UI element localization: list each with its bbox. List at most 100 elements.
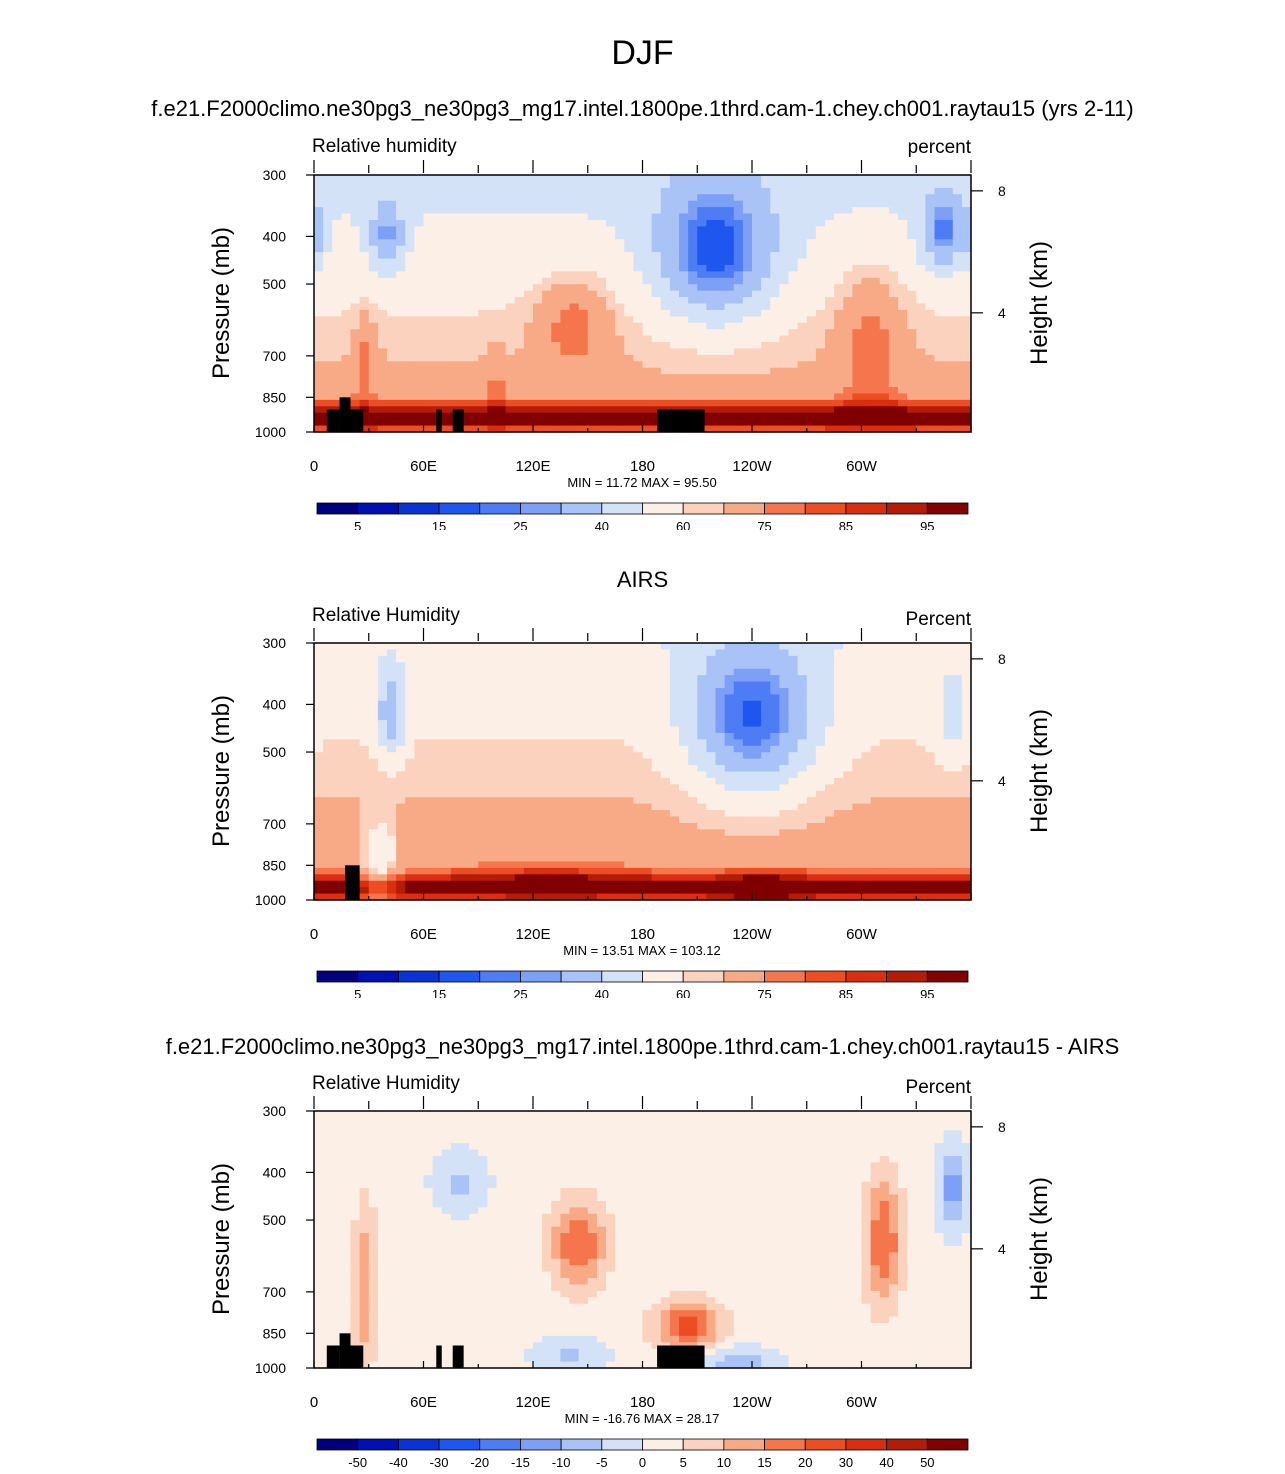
- colorbar-box: [926, 502, 969, 515]
- contour-cell: [797, 271, 808, 279]
- contour-cell: [542, 687, 552, 695]
- contour-cell: [478, 732, 488, 740]
- contour-cell: [952, 329, 963, 337]
- contour-cell: [934, 284, 945, 292]
- contour-cell: [478, 200, 488, 208]
- contour-cell: [724, 309, 735, 317]
- contour-cell: [615, 777, 625, 785]
- contour-cell: [596, 335, 607, 343]
- contour-cell: [314, 707, 324, 715]
- contour-cell: [533, 348, 543, 356]
- contour-cell: [943, 425, 954, 433]
- contour-cell: [606, 694, 616, 702]
- contour-cell: [660, 194, 671, 202]
- contour-cell: [460, 367, 470, 375]
- contour-cell: [697, 354, 707, 362]
- contour-cell: [916, 662, 926, 670]
- contour-cell: [770, 393, 780, 401]
- contour-cell: [496, 816, 507, 824]
- contour-cell: [788, 726, 799, 734]
- contour-cell: [560, 687, 571, 695]
- contour-cell: [797, 771, 808, 779]
- contour-cell: [460, 342, 470, 350]
- contour-cell: [578, 316, 589, 324]
- contour-cell: [916, 380, 926, 388]
- contour-cell: [797, 393, 808, 401]
- contour-cell: [879, 752, 890, 760]
- contour-cell: [770, 419, 780, 427]
- contour-cell: [478, 745, 488, 753]
- contour-cell: [551, 700, 561, 708]
- contour-cell: [898, 713, 908, 721]
- contour-cell: [779, 777, 790, 785]
- contour-cell: [387, 367, 397, 375]
- contour-cell: [460, 277, 470, 285]
- contour-cell: [396, 348, 406, 356]
- contour-cell: [323, 784, 333, 792]
- contour-cell: [688, 797, 698, 805]
- contour-cell: [350, 264, 361, 272]
- contour-cell: [624, 713, 634, 721]
- contour-cell: [961, 765, 972, 773]
- contour-cell: [806, 758, 817, 766]
- contour-cell: [825, 643, 835, 651]
- contour-cell: [815, 329, 826, 337]
- contour-cell: [952, 739, 963, 747]
- contour-cell: [916, 277, 926, 285]
- contour-cell: [387, 277, 397, 285]
- contour-cell: [496, 374, 507, 382]
- contour-cell: [359, 374, 370, 382]
- contour-cell: [907, 803, 917, 811]
- contour-cell: [934, 322, 945, 330]
- contour-cell: [688, 655, 698, 663]
- contour-cell: [505, 322, 516, 330]
- contour-cell: [615, 675, 625, 683]
- contour-cell: [724, 732, 735, 740]
- contour-cell: [560, 322, 571, 330]
- contour-cell: [469, 777, 479, 785]
- contour-cell: [642, 406, 653, 414]
- contour-cell: [688, 643, 698, 651]
- contour-cell: [441, 342, 452, 350]
- contour-cell: [688, 354, 698, 362]
- contour-cell: [441, 354, 452, 362]
- contour-cell: [916, 226, 926, 234]
- contour-cell: [441, 374, 452, 382]
- contour-cell: [697, 816, 707, 824]
- contour-cell: [460, 726, 470, 734]
- contour-cell: [560, 181, 571, 189]
- contour-cell: [332, 219, 342, 227]
- contour-cell: [505, 290, 516, 298]
- contour-cell: [879, 348, 890, 356]
- contour-cell: [615, 374, 625, 382]
- contour-cell: [724, 213, 735, 221]
- contour-cell: [423, 303, 434, 311]
- contour-cell: [359, 367, 370, 375]
- contour-cell: [487, 406, 498, 414]
- contour-cell: [551, 732, 561, 740]
- contour-cell: [879, 200, 890, 208]
- contour-cell: [752, 726, 762, 734]
- contour-cell: [341, 393, 352, 401]
- contour-cell: [925, 777, 936, 785]
- contour-cell: [587, 329, 598, 337]
- contour-cell: [396, 329, 406, 337]
- contour-cell: [669, 361, 680, 369]
- contour-cell: [815, 374, 826, 382]
- contour-cell: [314, 681, 324, 689]
- contour-cell: [606, 739, 616, 747]
- contour-cell: [542, 354, 552, 362]
- contour-cell: [861, 713, 872, 721]
- contour-cell: [888, 245, 899, 253]
- contour-cell: [742, 643, 753, 651]
- contour-cell: [742, 649, 753, 657]
- contour-cell: [377, 681, 388, 689]
- contour-cell: [861, 668, 872, 676]
- contour-cell: [487, 681, 498, 689]
- contour-cell: [496, 732, 507, 740]
- contour-cell: [898, 264, 908, 272]
- contour-cell: [742, 245, 753, 253]
- contour-cell: [779, 361, 790, 369]
- contour-cell: [332, 771, 342, 779]
- contour-cell: [742, 752, 753, 760]
